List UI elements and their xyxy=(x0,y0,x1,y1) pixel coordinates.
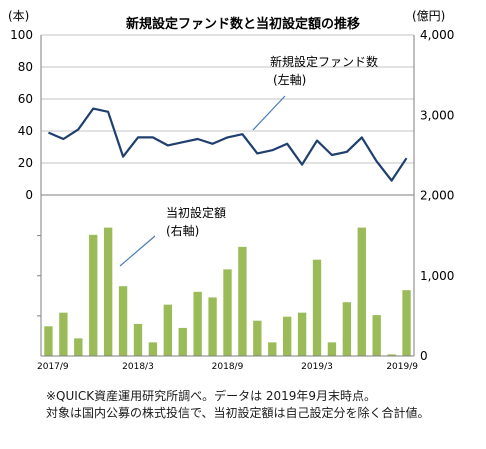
source-note: ※QUICK資産運用研究所調べ。データは 2019年9月末時点。 xyxy=(46,389,377,403)
right-tick-label: 0 xyxy=(420,349,428,363)
bar-2018/6 xyxy=(178,327,187,356)
bar-2018/5 xyxy=(163,304,172,356)
right-tick-label: 2,000 xyxy=(420,189,454,203)
bar-2018/8 xyxy=(208,297,217,356)
bar-2018/9 xyxy=(223,269,232,356)
bar-2017/10 xyxy=(59,312,68,356)
right-axis-unit: (億円) xyxy=(412,9,445,23)
bar-2018/10 xyxy=(238,246,247,356)
bar-2018/7 xyxy=(193,291,202,356)
right-tick-label: 3,000 xyxy=(420,108,454,122)
bar-2017/9 xyxy=(44,326,53,356)
bar-2018/3 xyxy=(133,323,143,356)
bar-2018/11 xyxy=(253,320,262,356)
line-annotation-axis: (左軸) xyxy=(273,72,306,87)
bar-2019/9 xyxy=(402,290,411,356)
bar-annotation-label: 当初設定額 xyxy=(166,205,226,220)
bar-2019/2 xyxy=(297,312,307,356)
bar-2018/12 xyxy=(268,342,277,356)
bar-annotation-axis: (右軸) xyxy=(166,223,199,238)
left-tick-label: 0 xyxy=(25,188,33,202)
bar-2019/5 xyxy=(342,302,352,356)
bar-2017/12 xyxy=(89,234,98,356)
x-tick-label: 2017/9 xyxy=(37,362,69,372)
bar-2019/3 xyxy=(312,259,322,356)
x-tick-label: 2018/3 xyxy=(122,362,154,372)
left-tick-label: 100 xyxy=(10,28,33,42)
bar-2019/4 xyxy=(327,342,337,356)
x-tick-label: 2018/9 xyxy=(212,362,244,372)
bar-2018/2 xyxy=(118,286,128,356)
bar-2018/4 xyxy=(148,342,158,356)
chart-title: 新規設定ファンド数と当初設定額の推移 xyxy=(126,16,360,32)
bar-2017/11 xyxy=(74,338,83,356)
tick-labels: 0 20 40 60 80 100 0 1,000 2,000 3,000 4,000 2017/9 2… xyxy=(10,28,454,372)
left-tick-label: 80 xyxy=(18,60,33,74)
fund-count-line xyxy=(48,107,408,182)
axes xyxy=(37,35,415,357)
bar-2018/1 xyxy=(103,227,113,356)
bar-2019/7 xyxy=(372,315,381,356)
line-series xyxy=(48,107,408,182)
left-tick-label: 40 xyxy=(18,124,33,138)
right-tick-label: 4,000 xyxy=(420,28,454,42)
bar-annotation-leader xyxy=(119,235,156,267)
line-annotation-leader xyxy=(252,95,286,131)
left-tick-label: 60 xyxy=(18,92,33,106)
grid-lines xyxy=(41,34,414,164)
bar-2019/1 xyxy=(283,316,292,356)
left-tick-label: 20 xyxy=(18,156,33,170)
left-axis-unit: (本) xyxy=(8,9,29,23)
bar-2019/6 xyxy=(357,227,366,356)
bar-2019/8 xyxy=(387,354,396,356)
x-tick-label: 2019/9 xyxy=(386,362,418,372)
line-annotation-label: 新規設定ファンド数 xyxy=(270,54,378,69)
x-tick-label: 2019/3 xyxy=(301,362,333,372)
right-tick-label: 1,000 xyxy=(420,269,454,283)
scope-note: 対象は国内公募の株式投信で、当初設定額は自己設定分を除く合計値。 xyxy=(46,406,430,420)
bar-series xyxy=(44,227,411,356)
